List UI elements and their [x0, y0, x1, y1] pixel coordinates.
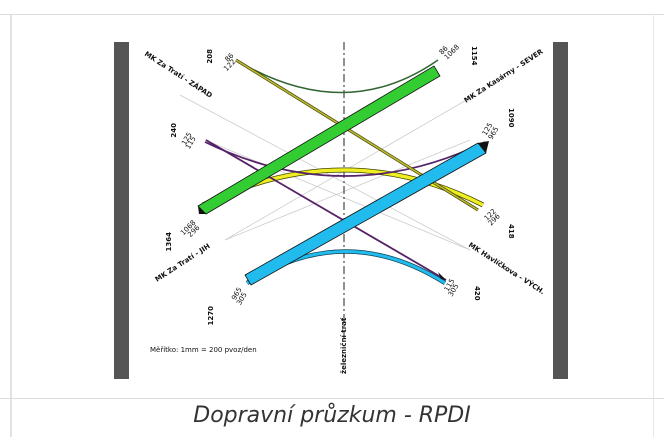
arm-label-west: MK Za Tratí - ZÁPAD: [143, 49, 214, 100]
total-west: 208: [206, 49, 214, 64]
arrow-head: [198, 206, 206, 214]
guide-line: [224, 139, 471, 241]
scale-note: Měřítko: 1mm = 200 pvoz/den: [150, 346, 257, 354]
flow-line-nw-east: [205, 139, 447, 281]
total-se: 418: [507, 224, 515, 239]
right-border-bar: [553, 42, 568, 379]
guide-line: [224, 94, 476, 241]
figure-caption: Dopravní průzkum - RPDI: [193, 403, 471, 428]
total-south: 1364: [165, 232, 173, 252]
frame-right-line: [653, 14, 654, 437]
frame-top-line: [0, 14, 664, 15]
frame-left-line: [10, 14, 12, 437]
left-border-bar: [114, 42, 129, 379]
arrow-head: [438, 272, 446, 280]
total-north: 1154: [470, 46, 478, 66]
railway-label: železniční trať: [339, 317, 348, 374]
flow-line-west-se: [235, 59, 479, 211]
total-nw: 240: [170, 123, 178, 138]
total-east: 420: [473, 286, 481, 301]
arrow-head: [478, 141, 489, 153]
total-ne: 1090: [507, 108, 515, 128]
guide-line: [204, 139, 471, 251]
frame-divider-line: [0, 398, 664, 399]
flow-curve-nw-ne: [204, 141, 486, 177]
flow-curve-west-north: [235, 59, 439, 94]
arm-label-south: MK Za Tratí - JIH: [154, 242, 212, 284]
total-sw: 1270: [207, 306, 215, 326]
